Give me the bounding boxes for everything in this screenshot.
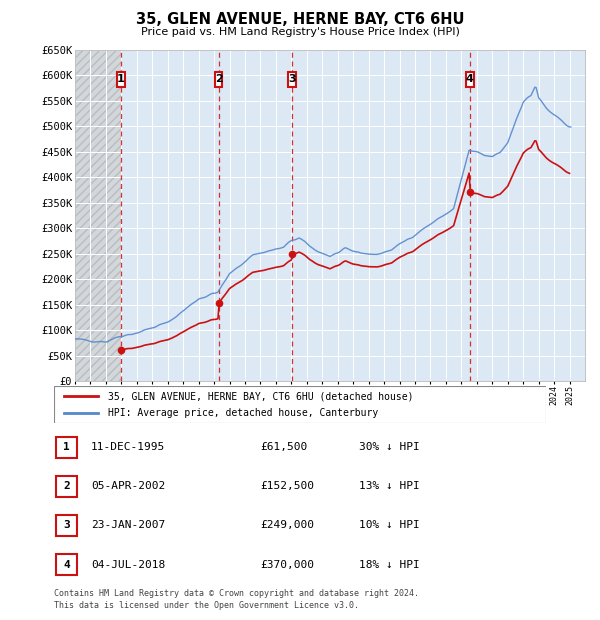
- Text: 4: 4: [64, 559, 70, 570]
- Text: 18% ↓ HPI: 18% ↓ HPI: [359, 559, 420, 570]
- Text: 35, GLEN AVENUE, HERNE BAY, CT6 6HU: 35, GLEN AVENUE, HERNE BAY, CT6 6HU: [136, 12, 464, 27]
- FancyBboxPatch shape: [54, 386, 546, 423]
- FancyBboxPatch shape: [117, 73, 125, 87]
- Text: 4: 4: [466, 74, 473, 84]
- Text: 13% ↓ HPI: 13% ↓ HPI: [359, 481, 420, 492]
- FancyBboxPatch shape: [56, 554, 77, 575]
- Text: 2: 2: [64, 481, 70, 492]
- Text: Price paid vs. HM Land Registry's House Price Index (HPI): Price paid vs. HM Land Registry's House …: [140, 27, 460, 37]
- Text: Contains HM Land Registry data © Crown copyright and database right 2024.: Contains HM Land Registry data © Crown c…: [54, 589, 419, 598]
- Text: 1: 1: [117, 74, 125, 84]
- FancyBboxPatch shape: [56, 436, 77, 458]
- Text: 2: 2: [215, 74, 223, 84]
- Text: 04-JUL-2018: 04-JUL-2018: [91, 559, 165, 570]
- Text: 1: 1: [64, 442, 70, 453]
- Text: £249,000: £249,000: [260, 520, 314, 531]
- Text: 30% ↓ HPI: 30% ↓ HPI: [359, 442, 420, 453]
- FancyBboxPatch shape: [215, 73, 223, 87]
- Text: 23-JAN-2007: 23-JAN-2007: [91, 520, 165, 531]
- Text: £370,000: £370,000: [260, 559, 314, 570]
- Text: £152,500: £152,500: [260, 481, 314, 492]
- Text: 05-APR-2002: 05-APR-2002: [91, 481, 165, 492]
- Bar: [75, 50, 121, 381]
- Text: 3: 3: [64, 520, 70, 531]
- FancyBboxPatch shape: [288, 73, 296, 87]
- Text: 11-DEC-1995: 11-DEC-1995: [91, 442, 165, 453]
- Text: HPI: Average price, detached house, Canterbury: HPI: Average price, detached house, Cant…: [108, 408, 379, 418]
- Text: 3: 3: [288, 74, 296, 84]
- FancyBboxPatch shape: [56, 515, 77, 536]
- Text: This data is licensed under the Open Government Licence v3.0.: This data is licensed under the Open Gov…: [54, 601, 359, 611]
- FancyBboxPatch shape: [56, 476, 77, 497]
- Text: 10% ↓ HPI: 10% ↓ HPI: [359, 520, 420, 531]
- Text: £61,500: £61,500: [260, 442, 308, 453]
- Text: 35, GLEN AVENUE, HERNE BAY, CT6 6HU (detached house): 35, GLEN AVENUE, HERNE BAY, CT6 6HU (det…: [108, 391, 413, 401]
- FancyBboxPatch shape: [466, 73, 473, 87]
